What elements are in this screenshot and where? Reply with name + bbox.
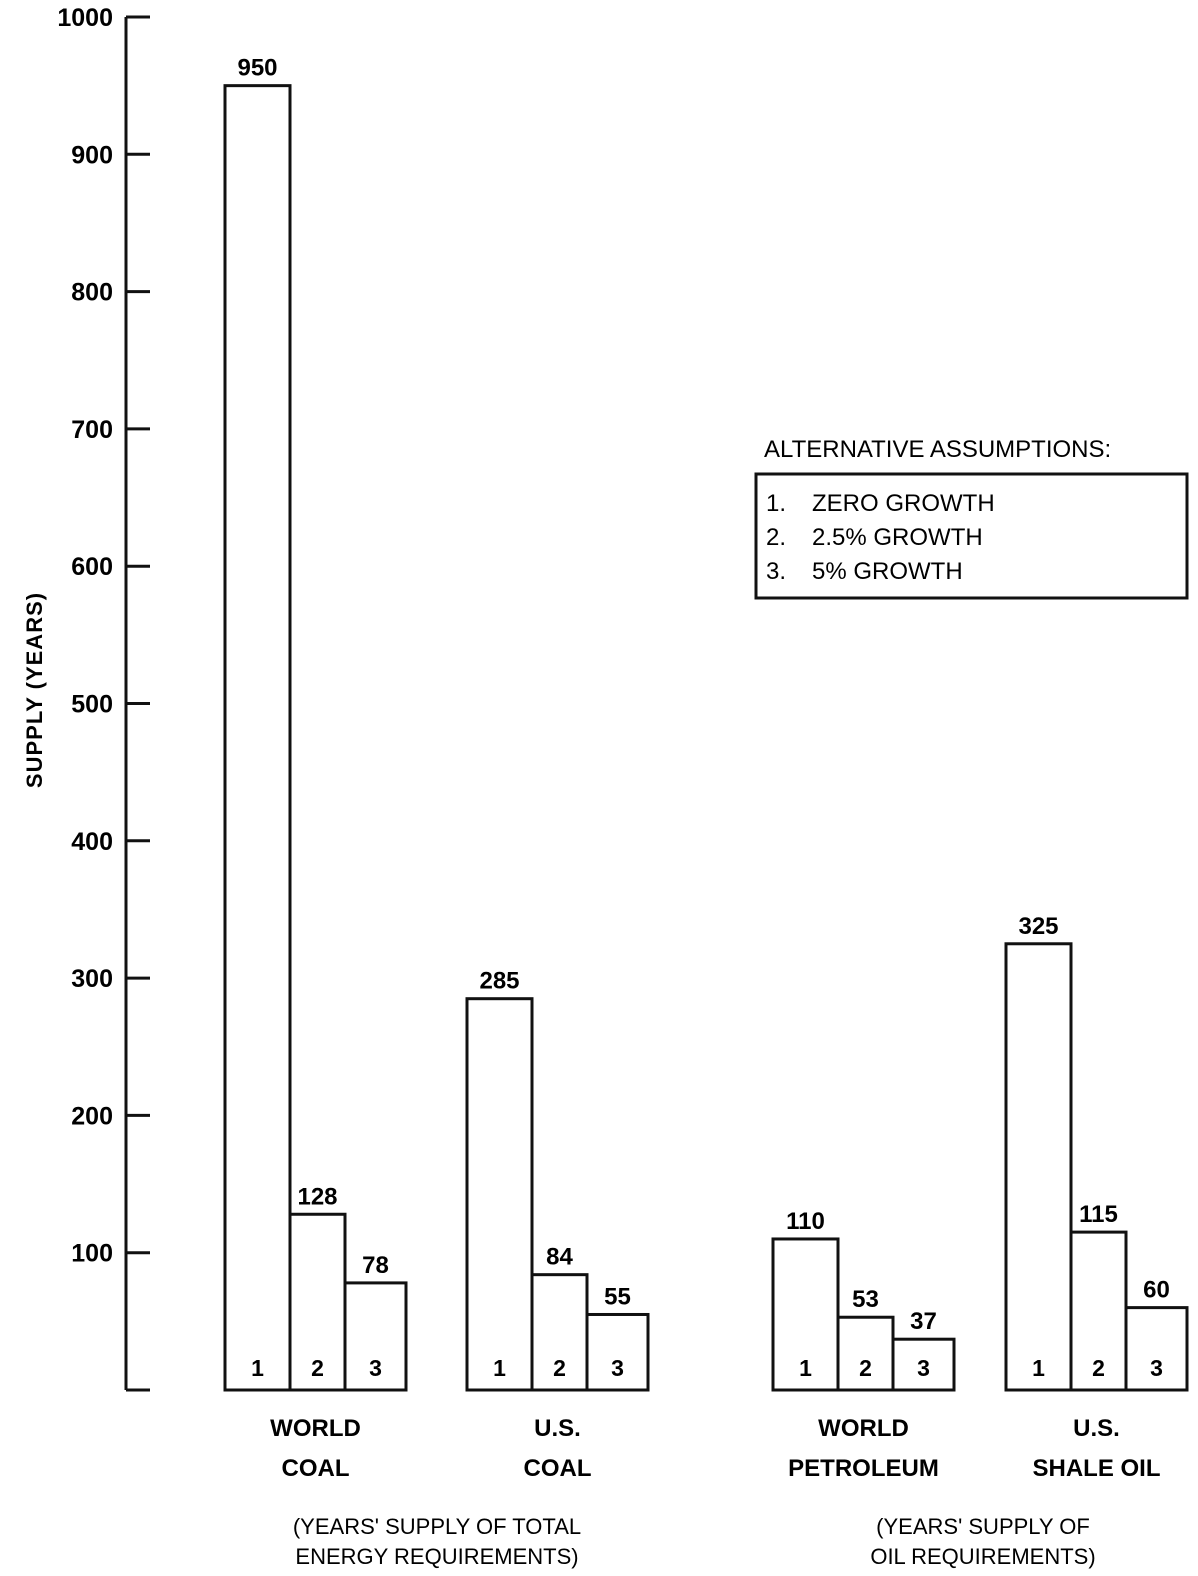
- bar-value-label: 78: [362, 1252, 389, 1279]
- legend: ALTERNATIVE ASSUMPTIONS: 1. ZERO GROWTH 2.…: [754, 436, 1189, 600]
- legend-title: ALTERNATIVE ASSUMPTIONS:: [764, 436, 1111, 463]
- bar-value-label: 110: [786, 1208, 825, 1235]
- bar-series-number: 2: [311, 1355, 324, 1381]
- legend-item-number: 2.: [766, 524, 786, 551]
- category-label-line2: SHALE OIL: [1032, 1455, 1160, 1482]
- category-label-line2: COAL: [524, 1455, 592, 1482]
- bar: [530, 1273, 589, 1392]
- bar-series-number: 1: [1032, 1355, 1045, 1381]
- y-tick-label: 600: [71, 553, 113, 581]
- bar: [1124, 1306, 1189, 1392]
- bar-value-label: 60: [1143, 1277, 1170, 1304]
- bar-series-number: 3: [369, 1355, 382, 1381]
- bar: [585, 1312, 650, 1392]
- bar-value-label: 55: [604, 1283, 631, 1310]
- bar-value-label: 128: [297, 1183, 337, 1210]
- category-label-line1: WORLD: [818, 1415, 909, 1442]
- y-tick-label: 400: [71, 828, 113, 856]
- bar-value-label: 950: [237, 55, 277, 82]
- group-note-line1: (YEARS' SUPPLY OF TOTAL: [293, 1514, 581, 1539]
- legend-item-label: ZERO GROWTH: [812, 490, 995, 517]
- bar-series-number: 3: [1150, 1355, 1163, 1381]
- y-axis-title: SUPPLY (YEARS): [22, 592, 47, 788]
- group-note-line2: OIL REQUIREMENTS): [870, 1544, 1095, 1569]
- y-tick-label: 500: [71, 691, 113, 719]
- category-label-line1: WORLD: [270, 1415, 361, 1442]
- bar-value-label: 285: [479, 968, 519, 995]
- bar-series-number: 1: [251, 1355, 264, 1381]
- legend-item-label: 5% GROWTH: [812, 558, 963, 585]
- y-axis: 100 200 300 400 500 600 700 800 900 1000: [57, 4, 150, 1392]
- category-label-line2: PETROLEUM: [788, 1455, 939, 1482]
- bar-series-number: 2: [859, 1355, 872, 1381]
- category-label-line2: COAL: [282, 1455, 350, 1482]
- legend-item-number: 3.: [766, 558, 786, 585]
- bar-series-number: 1: [493, 1355, 506, 1381]
- category-label-line1: U.S.: [534, 1415, 581, 1442]
- bar-series-number: 2: [1092, 1355, 1105, 1381]
- legend-item-label: 2.5% GROWTH: [812, 524, 983, 551]
- bar-series-number: 3: [611, 1355, 624, 1381]
- y-tick-label: 100: [71, 1240, 113, 1268]
- y-tick-label: 1000: [57, 4, 113, 32]
- y-tick-label: 800: [71, 279, 113, 307]
- bar-value-label: 84: [546, 1244, 573, 1271]
- bar-labels: 950 1 128 2 78 3 285 1 84 2 55 3 110 1 53 2 37 3 325 1 115 2 6…: [237, 55, 1169, 1381]
- category-labels: WORLD COAL U.S. COAL WORLD PETROLEUM U.S. SHALE…: [270, 1415, 1160, 1482]
- bar: [771, 1237, 840, 1392]
- bar: [343, 1281, 408, 1392]
- bar: [288, 1212, 347, 1392]
- bar: [223, 84, 292, 1392]
- group-note-line2: ENERGY REQUIREMENTS): [295, 1544, 578, 1569]
- bar-value-label: 115: [1079, 1201, 1118, 1228]
- bar-series-number: 3: [917, 1355, 930, 1381]
- legend-item-number: 1.: [766, 490, 786, 517]
- bar: [891, 1337, 956, 1392]
- legend-box: [754, 472, 1189, 600]
- group-notes: (YEARS' SUPPLY OF TOTAL ENERGY REQUIREMEN…: [293, 1514, 1096, 1569]
- group-note-line1: (YEARS' SUPPLY OF: [876, 1514, 1090, 1539]
- bar-series-number: 2: [553, 1355, 566, 1381]
- y-tick-label: 200: [71, 1102, 113, 1130]
- category-label-line1: U.S.: [1073, 1415, 1120, 1442]
- y-tick-label: 300: [71, 965, 113, 993]
- bar-value-label: 37: [910, 1308, 937, 1335]
- y-tick-label: 700: [71, 416, 113, 444]
- bar-value-label: 53: [852, 1286, 879, 1313]
- bars: [223, 84, 1189, 1392]
- bar-series-number: 1: [799, 1355, 812, 1381]
- y-tick-label: 900: [71, 141, 113, 169]
- bar: [465, 997, 534, 1392]
- bar: [1004, 942, 1073, 1392]
- bar-value-label: 325: [1018, 913, 1058, 940]
